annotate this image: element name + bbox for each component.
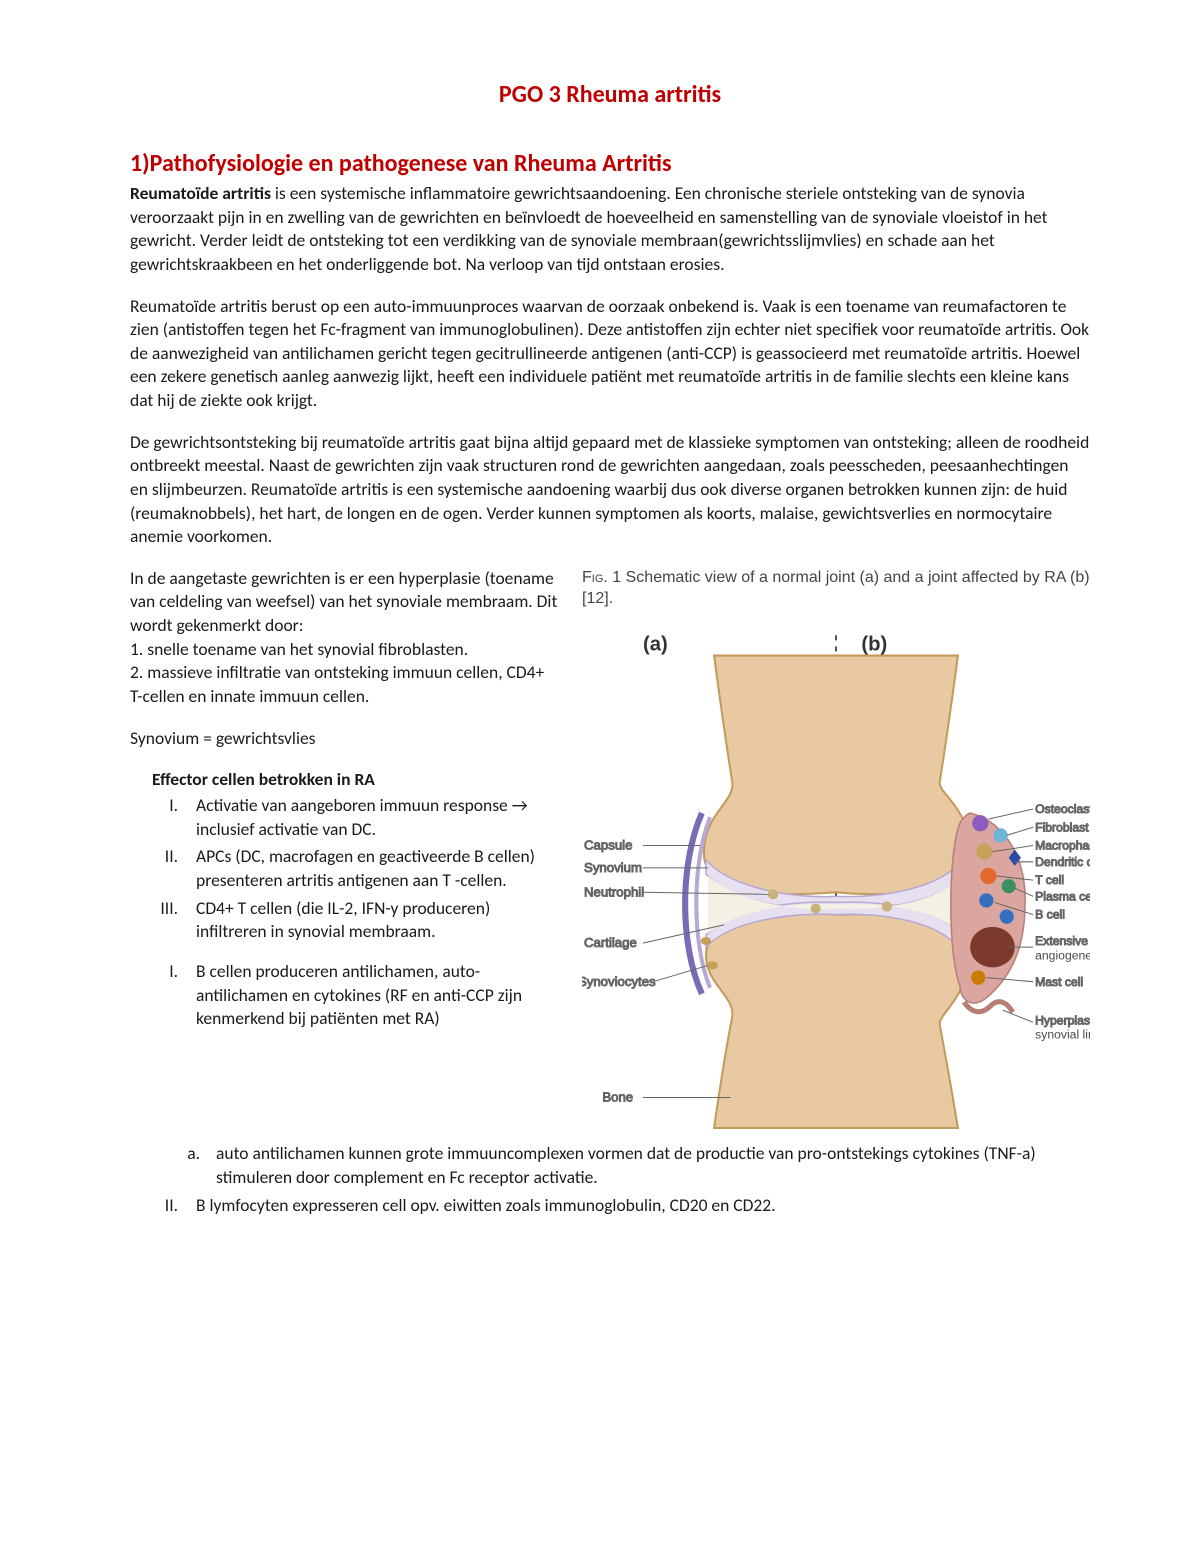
- fig-label: Neutrophil: [584, 884, 644, 899]
- fig-label: Capsule: [584, 838, 632, 853]
- fig-label: Macrophage: [1035, 839, 1090, 853]
- list-line: 2. massieve infiltratie van ontsteking i…: [130, 661, 544, 707]
- b-cell-list: B cellen produceren antilichamen, auto-a…: [130, 960, 560, 1031]
- fig-label: B cell: [1035, 908, 1065, 922]
- paragraph: De gewrichtsontsteking bij reumatoïde ar…: [130, 431, 1090, 549]
- fig-label: Plasma cell: [1035, 889, 1090, 903]
- fig-label: Bone: [602, 1090, 633, 1105]
- figure-caption: Fig. 1 Schematic view of a normal joint …: [582, 567, 1090, 610]
- fig-label: Fibroblast: [1035, 820, 1089, 834]
- list-item: B cellen produceren antilichamen, auto-a…: [182, 960, 560, 1031]
- fig-label: Dendritic cell: [1035, 855, 1090, 869]
- column-right: Fig. 1 Schematic view of a normal joint …: [582, 567, 1090, 1149]
- list-item: APCs (DC, macrofagen en geactiveerde B c…: [182, 845, 560, 892]
- fig-label: Mast cell: [1035, 975, 1083, 989]
- effector-list: Activatie van aangeboren immuun response…: [130, 794, 560, 944]
- fig-label: Extensive: [1035, 934, 1088, 948]
- list-item: B lymfocyten expresseren cell opv. eiwit…: [182, 1194, 1090, 1218]
- fig-label: T cell: [1035, 873, 1064, 887]
- list-item: auto antilichamen kunnen grote immuuncom…: [204, 1142, 1090, 1189]
- fig-label: Cartilage: [584, 935, 637, 950]
- fig-label: Synovium: [584, 860, 642, 875]
- paragraph: Reumatoïde artritis berust op een auto-i…: [130, 295, 1090, 413]
- fig-a-label: (a): [643, 633, 668, 655]
- fig-label: Synoviocytes: [582, 974, 656, 989]
- paragraph: Reumatoïde artritis is een systemische i…: [130, 182, 1090, 277]
- paragraph: In de aangetaste gewrichten is er een hy…: [130, 567, 560, 709]
- page-title: PGO 3 Rheuma artritis: [130, 80, 1090, 109]
- bold-term: Reumatoïde artritis: [130, 182, 271, 204]
- section-heading: 1)Pathofysiologie en pathogenese van Rhe…: [130, 149, 1090, 178]
- list-item: CD4+ T cellen (die IL-2, IFN-y producere…: [182, 897, 560, 944]
- b-cell-list-cont: auto antilichamen kunnen grote immuuncom…: [130, 1142, 1090, 1217]
- caption-prefix: Fig. 1: [582, 569, 621, 586]
- text: B cellen produceren antilichamen, auto-a…: [196, 960, 522, 1029]
- two-column-region: In de aangetaste gewrichten is er een hy…: [130, 567, 1090, 1149]
- caption-body: Schematic view of a normal joint (a) and…: [582, 569, 1090, 608]
- definition: Synovium = gewrichtsvlies: [130, 727, 560, 751]
- list-item: Activatie van aangeboren immuun response…: [182, 794, 560, 841]
- alpha-list: auto antilichamen kunnen grote immuuncom…: [176, 1142, 1090, 1189]
- fig-b-label: (b): [861, 633, 887, 655]
- sub-heading: Effector cellen betrokken in RA: [130, 768, 560, 790]
- fig-label: Osteoclast: [1035, 802, 1090, 816]
- fig-label: Hyperplastic: [1035, 1013, 1090, 1027]
- svg-text:synovial lining: synovial lining: [1035, 1028, 1090, 1042]
- column-left: In de aangetaste gewrichten is er een hy…: [130, 567, 560, 1047]
- list-line: 1. snelle toename van het synovial fibro…: [130, 638, 468, 660]
- list-item-sub: auto antilichamen kunnen grote immuuncom…: [162, 1142, 1090, 1189]
- text: In de aangetaste gewrichten is er een hy…: [130, 567, 557, 636]
- joint-diagram-icon: (a) (b): [582, 620, 1090, 1148]
- svg-text:angiogenesis: angiogenesis: [1035, 948, 1090, 962]
- document-page: PGO 3 Rheuma artritis 1)Pathofysiologie …: [0, 0, 1200, 1553]
